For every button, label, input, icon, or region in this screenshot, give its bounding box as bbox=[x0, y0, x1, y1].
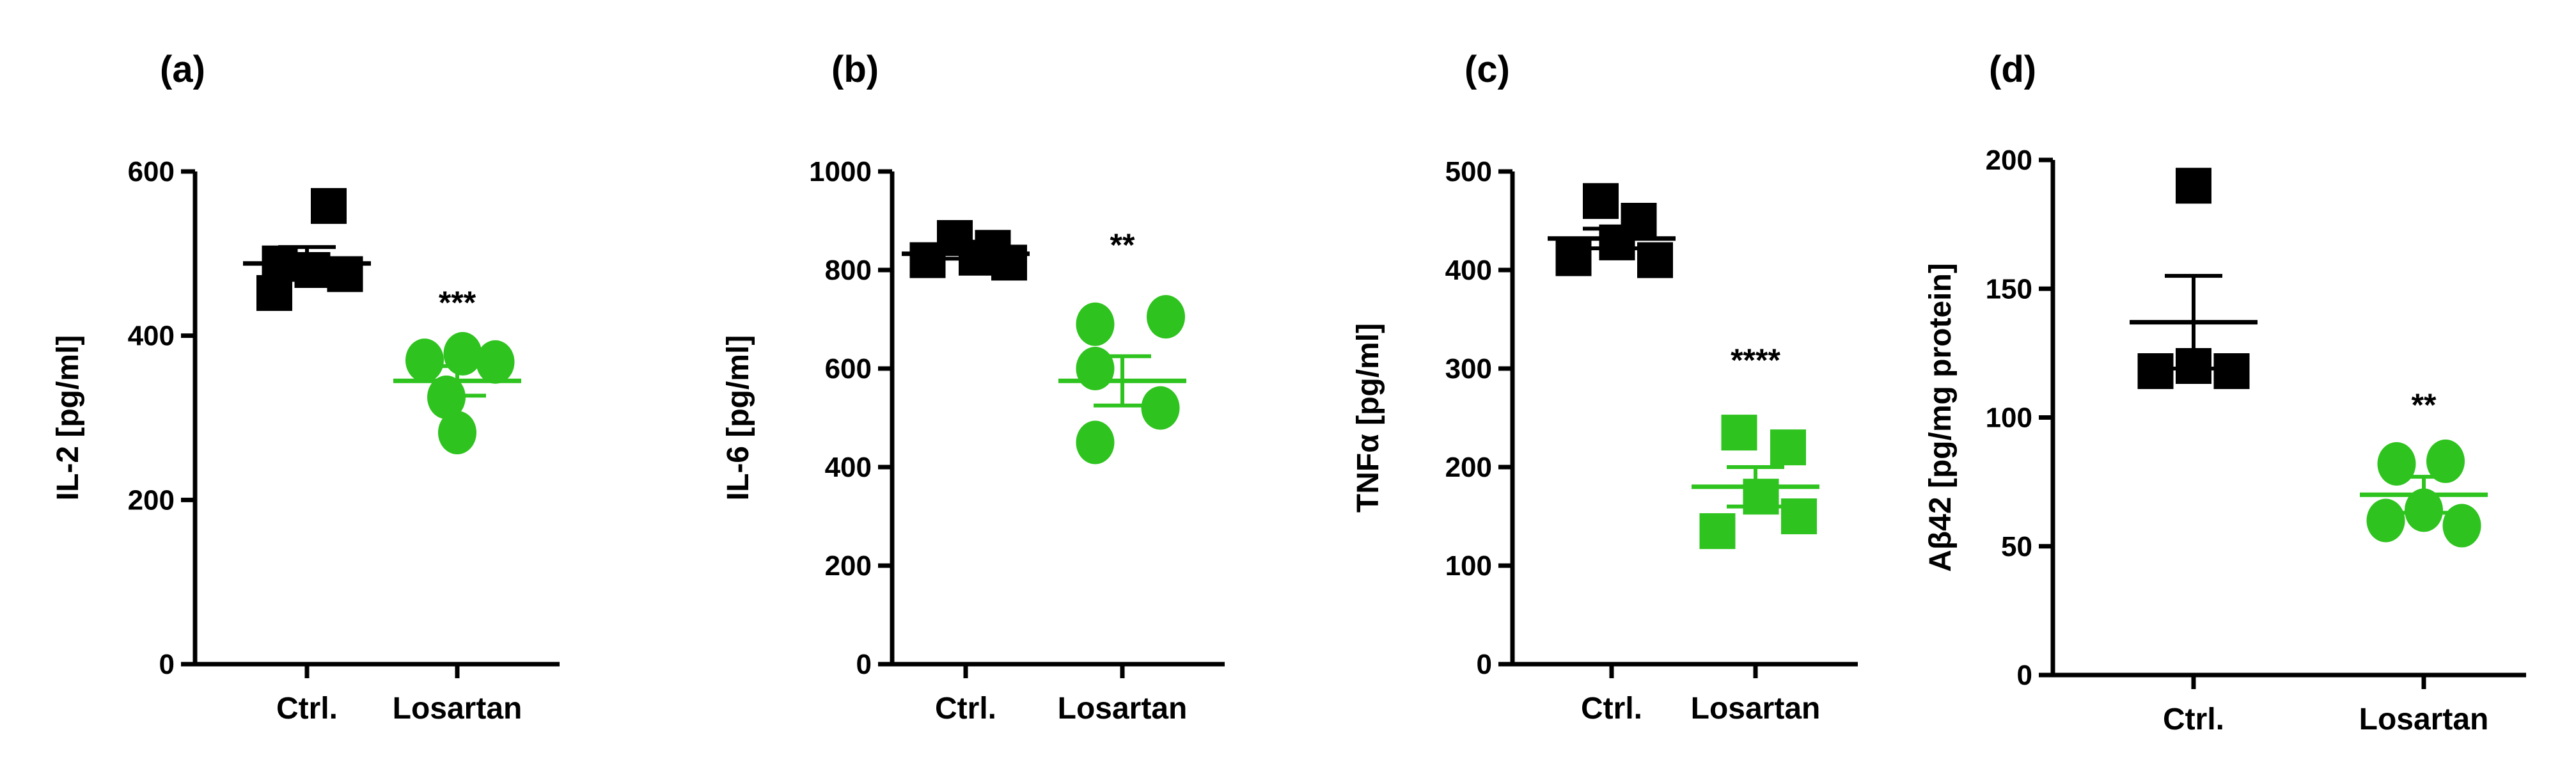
y-tick-label: 400 bbox=[128, 321, 175, 352]
y-axis-label: IL-6 [pg/ml] bbox=[721, 335, 755, 501]
y-tick-label: 1000 bbox=[809, 156, 872, 187]
y-tick-label: 0 bbox=[856, 649, 872, 680]
data-point-circle bbox=[2366, 498, 2405, 543]
data-point-square bbox=[1699, 513, 1736, 550]
x-tick-label: Ctrl. bbox=[935, 692, 996, 726]
y-tick-label: 200 bbox=[1445, 452, 1492, 483]
x-tick-label: Ctrl. bbox=[2163, 703, 2224, 736]
chart-panel-1: (a) 0 200 400 600 Ctrl. Losartan IL-2 [pg/ml] **… bbox=[51, 49, 560, 726]
data-point-circle bbox=[1147, 295, 1185, 339]
panel-label: (b) bbox=[831, 49, 879, 90]
y-tick-label: 600 bbox=[128, 156, 175, 187]
x-tick-label: Losartan bbox=[1691, 692, 1821, 726]
y-tick-label: 100 bbox=[1445, 550, 1492, 582]
data-point-circle bbox=[2426, 439, 2465, 483]
y-tick-label: 200 bbox=[128, 484, 175, 516]
y-tick-label: 600 bbox=[825, 353, 872, 385]
y-axis-label: IL-2 [pg/ml] bbox=[51, 335, 85, 501]
significance-label: *** bbox=[439, 285, 476, 321]
y-axis-label: Aβ42 [pg/mg protein] bbox=[1924, 263, 1958, 572]
panel-label: (c) bbox=[1465, 49, 1510, 90]
significance-label: **** bbox=[1731, 342, 1780, 378]
y-tick-label: 400 bbox=[825, 452, 872, 483]
data-point-square bbox=[1637, 242, 1673, 278]
y-tick-label: 200 bbox=[1986, 145, 2032, 176]
data-point-square bbox=[991, 244, 1027, 281]
data-point-square bbox=[311, 187, 347, 224]
data-point-circle bbox=[2442, 504, 2481, 548]
y-tick-label: 0 bbox=[1477, 649, 1492, 680]
data-point-circle bbox=[1141, 386, 1180, 430]
data-point-circle bbox=[443, 331, 482, 376]
y-tick-label: 400 bbox=[1445, 255, 1492, 286]
y-tick-label: 800 bbox=[825, 255, 872, 286]
data-point-square bbox=[1583, 183, 1619, 219]
y-tick-label: 0 bbox=[159, 649, 175, 680]
y-tick-label: 200 bbox=[825, 550, 872, 582]
y-tick-label: 100 bbox=[1986, 402, 2032, 434]
x-tick-label: Ctrl. bbox=[276, 692, 338, 726]
y-tick-label: 50 bbox=[2001, 531, 2032, 562]
data-point-circle bbox=[405, 338, 444, 383]
data-point-square bbox=[294, 252, 331, 288]
data-point-square bbox=[2213, 353, 2250, 390]
y-tick-label: 0 bbox=[2017, 660, 2032, 691]
data-point-square bbox=[1770, 429, 1806, 466]
data-point-square bbox=[1721, 415, 1757, 451]
x-tick-label: Losartan bbox=[2359, 703, 2489, 736]
data-point-square bbox=[2176, 168, 2211, 204]
y-axis-label: TNFα [pg/ml] bbox=[1351, 323, 1385, 513]
data-point-square bbox=[1781, 498, 1817, 534]
data-point-square bbox=[2137, 353, 2174, 390]
significance-label: ** bbox=[1110, 227, 1135, 263]
data-point-circle bbox=[1076, 420, 1115, 465]
data-point-square bbox=[1555, 240, 1592, 276]
x-tick-label: Losartan bbox=[393, 692, 522, 726]
data-point-circle bbox=[1076, 347, 1115, 390]
data-point-circle bbox=[438, 411, 476, 455]
data-point-square bbox=[1743, 479, 1779, 515]
data-point-circle bbox=[2377, 441, 2416, 486]
panel-label: (a) bbox=[160, 49, 205, 90]
x-tick-label: Ctrl. bbox=[1581, 692, 1642, 726]
chart-panel-2: (b) 0 200 400 600 800 1000 Ctrl. Losartan IL-6 [p… bbox=[721, 49, 1225, 726]
y-tick-label: 300 bbox=[1445, 353, 1492, 385]
y-tick-label: 500 bbox=[1445, 156, 1492, 187]
chart-panel-4: (d) 0 50 100 150 200 Ctrl. Losartan Aβ42 [pg/mg … bbox=[1924, 49, 2526, 736]
y-tick-label: 150 bbox=[1986, 273, 2032, 305]
chart-panel-3: (c) 0 100 200 300 400 500 Ctrl. Losartan TNFα [pg… bbox=[1351, 49, 1858, 726]
x-tick-label: Losartan bbox=[1058, 692, 1188, 726]
significance-label: ** bbox=[2412, 387, 2437, 423]
panel-label: (d) bbox=[1989, 49, 2036, 90]
data-point-circle bbox=[476, 340, 515, 384]
data-point-circle bbox=[1076, 302, 1115, 346]
